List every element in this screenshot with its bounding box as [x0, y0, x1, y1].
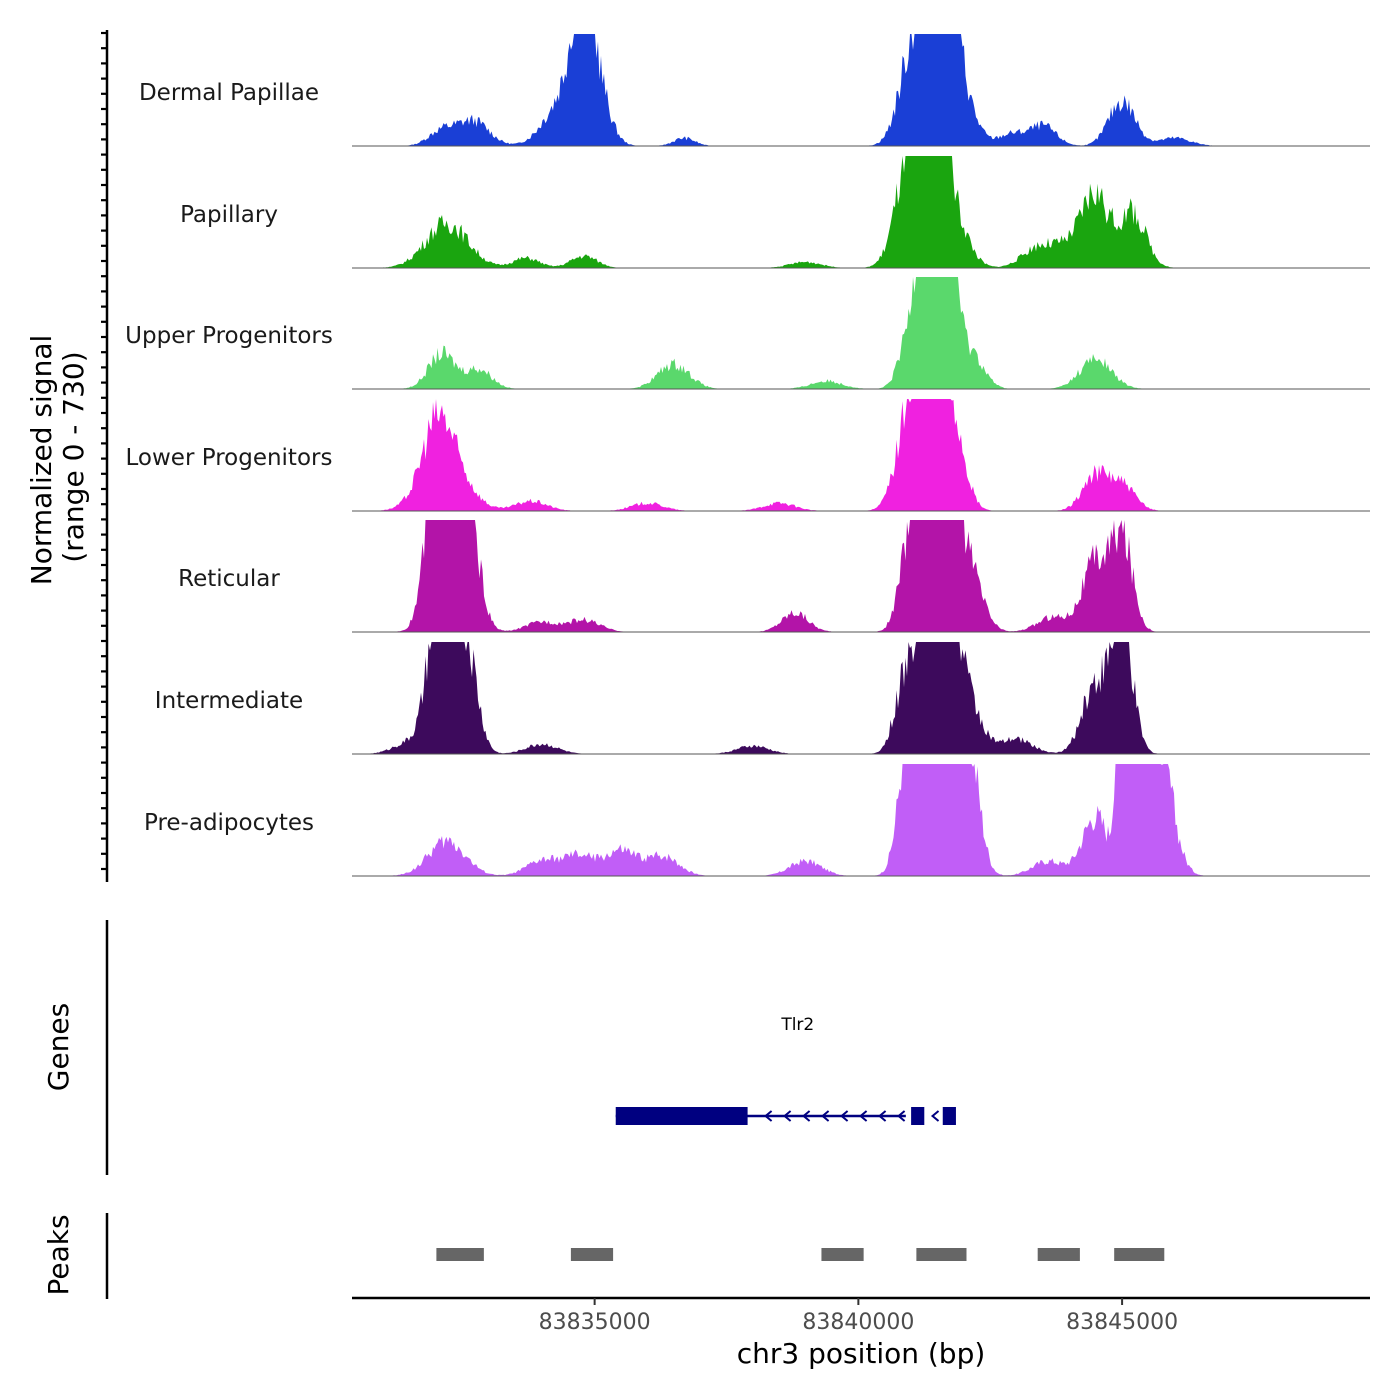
peak-region [1037, 1248, 1080, 1261]
strand-arrow [930, 1110, 940, 1122]
track-pre-adipocytes: Pre-adipocytes [144, 764, 1370, 877]
strand-arrow [821, 1110, 830, 1122]
track-label: Upper Progenitors [125, 323, 333, 349]
track-lower-progenitors: Lower Progenitors [126, 399, 1370, 512]
genes-track-label: Genes [42, 1003, 75, 1091]
strand-arrow [764, 1110, 773, 1122]
peaks-track-label: Peaks [42, 1214, 75, 1295]
coverage-tracks: Dermal Papillae Papillary Upper Progenitor… [125, 34, 1370, 877]
peak-track [436, 1248, 1165, 1261]
coverage-area [352, 642, 1370, 754]
track-label: Reticular [178, 566, 280, 592]
track-label: Papillary [180, 202, 278, 228]
x-axis-title: chr3 position (bp) [737, 1337, 986, 1370]
strand-arrow [859, 1110, 868, 1122]
track-papillary: Papillary [180, 156, 1370, 269]
gene-exon [942, 1107, 956, 1125]
track-upper-progenitors: Upper Progenitors [125, 277, 1370, 390]
strand-arrow [802, 1110, 811, 1122]
strand-arrow [897, 1110, 906, 1122]
y-axis-title: Normalized signal [25, 335, 58, 586]
y-axis-range-label: (range 0 - 730) [57, 351, 90, 562]
x-tick-label: 83845000 [1066, 1310, 1178, 1335]
coverage-area [352, 156, 1370, 268]
track-label: Intermediate [155, 688, 303, 714]
strand-arrow [878, 1110, 887, 1122]
strand-arrow [783, 1110, 792, 1122]
track-intermediate: Intermediate [155, 642, 1370, 755]
strand-arrow [840, 1110, 849, 1122]
peak-region [570, 1248, 614, 1261]
track-dermal-papillae: Dermal Papillae [139, 34, 1370, 147]
x-tick-label: 83840000 [802, 1310, 914, 1335]
coverage-area [352, 520, 1370, 632]
x-axis-ticks: 83835000 83840000 83845000 [539, 1298, 1178, 1335]
coverage-area [352, 34, 1370, 146]
gene-track: Tlr2 [615, 1015, 956, 1125]
signal-y-axis [101, 30, 109, 882]
coverage-area [352, 399, 1370, 511]
track-label: Pre-adipocytes [144, 810, 314, 836]
track-reticular: Reticular [178, 520, 1370, 633]
gene-tlr2: Tlr2 [615, 1015, 956, 1125]
track-label: Dermal Papillae [139, 80, 319, 106]
coverage-area [352, 277, 1370, 389]
peak-region [821, 1248, 864, 1261]
gene-exon [911, 1107, 925, 1125]
track-label: Lower Progenitors [126, 445, 333, 471]
gene-exon [615, 1107, 748, 1125]
peak-region [1114, 1248, 1165, 1261]
gene-name-label: Tlr2 [780, 1015, 814, 1035]
coverage-area [352, 764, 1370, 876]
x-tick-label: 83835000 [539, 1310, 651, 1335]
peak-region [916, 1248, 967, 1261]
peak-region [436, 1248, 484, 1261]
